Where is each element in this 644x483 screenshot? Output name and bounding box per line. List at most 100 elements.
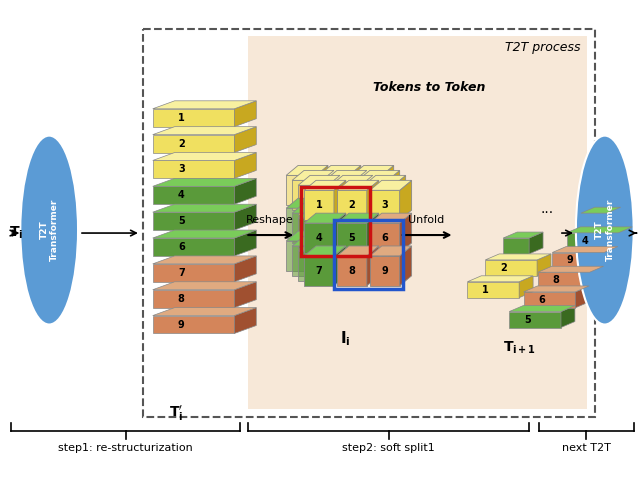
Polygon shape xyxy=(538,272,590,288)
Text: Reshape: Reshape xyxy=(247,215,294,225)
Polygon shape xyxy=(325,180,355,210)
Polygon shape xyxy=(153,101,256,109)
Text: 6: 6 xyxy=(178,242,185,252)
Polygon shape xyxy=(370,256,400,286)
Polygon shape xyxy=(322,170,334,210)
Polygon shape xyxy=(519,276,533,298)
Polygon shape xyxy=(552,253,604,269)
Polygon shape xyxy=(153,264,234,282)
Polygon shape xyxy=(334,213,346,253)
Polygon shape xyxy=(561,306,575,327)
Polygon shape xyxy=(400,180,412,220)
Polygon shape xyxy=(524,286,589,292)
Polygon shape xyxy=(292,170,334,180)
Polygon shape xyxy=(153,109,234,127)
Polygon shape xyxy=(234,127,256,153)
Polygon shape xyxy=(153,212,234,230)
Polygon shape xyxy=(153,290,234,308)
Polygon shape xyxy=(292,236,334,246)
Polygon shape xyxy=(486,260,537,276)
Polygon shape xyxy=(358,170,400,180)
Polygon shape xyxy=(304,190,334,220)
Polygon shape xyxy=(352,166,393,175)
Polygon shape xyxy=(153,178,256,186)
Polygon shape xyxy=(370,190,400,220)
Polygon shape xyxy=(328,241,340,281)
Polygon shape xyxy=(153,282,256,290)
Polygon shape xyxy=(153,127,256,135)
Polygon shape xyxy=(388,170,400,210)
Polygon shape xyxy=(370,213,412,223)
Polygon shape xyxy=(328,175,340,215)
Polygon shape xyxy=(361,175,373,215)
Polygon shape xyxy=(153,153,256,160)
Polygon shape xyxy=(234,256,256,282)
Text: 1: 1 xyxy=(178,113,185,123)
Text: 8: 8 xyxy=(348,266,355,276)
Polygon shape xyxy=(358,246,388,276)
Polygon shape xyxy=(304,213,346,223)
Polygon shape xyxy=(393,241,406,281)
Polygon shape xyxy=(286,231,328,241)
Text: ···: ··· xyxy=(540,206,554,220)
Text: 9: 9 xyxy=(178,320,185,329)
Text: 4: 4 xyxy=(178,190,185,200)
Polygon shape xyxy=(304,180,346,190)
Polygon shape xyxy=(337,180,379,190)
Polygon shape xyxy=(298,185,328,215)
Polygon shape xyxy=(567,233,618,249)
Polygon shape xyxy=(388,236,400,276)
Polygon shape xyxy=(358,213,388,243)
Polygon shape xyxy=(352,198,393,208)
Polygon shape xyxy=(304,246,346,256)
Polygon shape xyxy=(349,166,361,205)
Polygon shape xyxy=(361,241,373,281)
Text: T2T process: T2T process xyxy=(506,41,581,54)
Polygon shape xyxy=(607,207,621,229)
Polygon shape xyxy=(322,236,334,276)
Polygon shape xyxy=(358,236,400,246)
Text: Unfold: Unfold xyxy=(408,215,444,225)
Polygon shape xyxy=(325,236,367,246)
Text: 5: 5 xyxy=(524,314,531,325)
Polygon shape xyxy=(298,208,340,218)
Polygon shape xyxy=(364,175,406,185)
Polygon shape xyxy=(286,241,316,271)
Polygon shape xyxy=(567,227,632,233)
Polygon shape xyxy=(153,186,234,204)
Text: 2: 2 xyxy=(500,263,507,273)
Text: step2: soft split1: step2: soft split1 xyxy=(343,443,435,453)
Polygon shape xyxy=(316,198,328,238)
Text: $\mathbf{T_{i+1}}$: $\mathbf{T_{i+1}}$ xyxy=(503,340,536,356)
Polygon shape xyxy=(581,213,607,229)
Polygon shape xyxy=(590,266,603,288)
Polygon shape xyxy=(337,256,367,286)
Text: step1: re-structurization: step1: re-structurization xyxy=(59,443,193,453)
Polygon shape xyxy=(325,246,355,276)
Polygon shape xyxy=(618,227,632,249)
Polygon shape xyxy=(361,208,373,248)
Polygon shape xyxy=(367,246,379,286)
Polygon shape xyxy=(355,236,367,276)
Polygon shape xyxy=(552,246,618,253)
Polygon shape xyxy=(292,180,322,210)
Polygon shape xyxy=(153,256,256,264)
Polygon shape xyxy=(604,246,618,269)
Polygon shape xyxy=(524,292,575,308)
Polygon shape xyxy=(286,208,316,238)
Polygon shape xyxy=(364,218,393,248)
Polygon shape xyxy=(349,231,361,271)
Ellipse shape xyxy=(21,136,78,325)
Polygon shape xyxy=(234,153,256,178)
FancyBboxPatch shape xyxy=(249,36,587,409)
Polygon shape xyxy=(382,231,393,271)
Polygon shape xyxy=(537,254,551,276)
Polygon shape xyxy=(286,166,328,175)
Polygon shape xyxy=(298,251,328,281)
Polygon shape xyxy=(298,218,328,248)
Polygon shape xyxy=(370,246,412,256)
Polygon shape xyxy=(331,185,361,215)
Polygon shape xyxy=(509,312,561,327)
Polygon shape xyxy=(234,282,256,308)
Polygon shape xyxy=(352,241,382,271)
